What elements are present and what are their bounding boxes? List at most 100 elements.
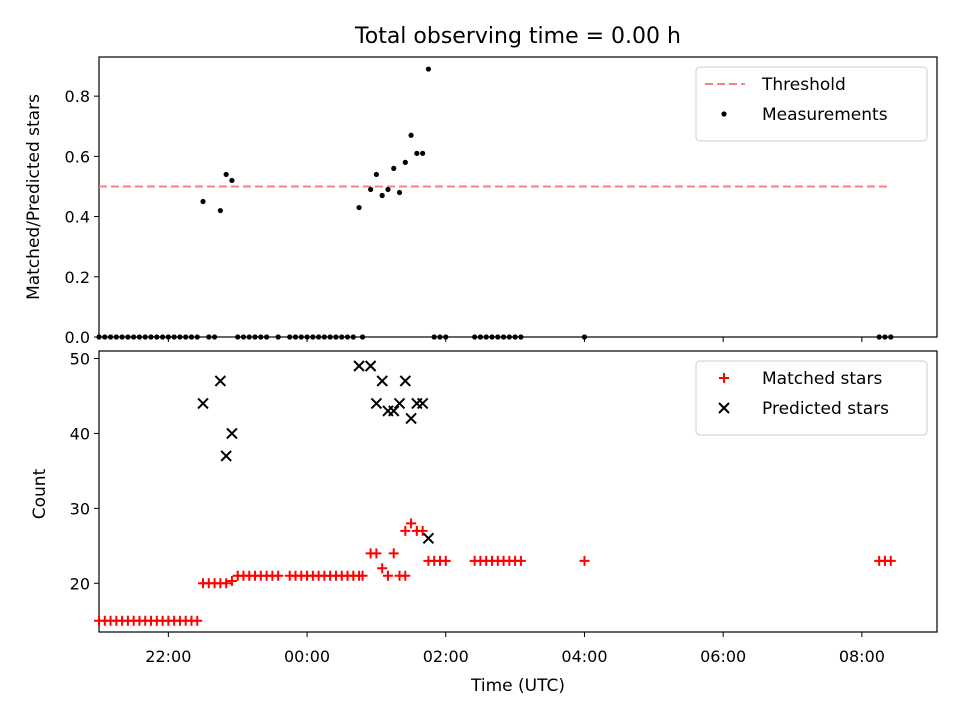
legend-swatch [719,373,729,383]
data-point [396,189,403,196]
y-tick-label: 0.0 [65,328,90,347]
data-point [399,375,412,387]
data-point [512,334,518,340]
data-point [292,334,299,340]
data-point [221,578,232,589]
y-axis-label: Count [30,468,50,519]
data-point [229,177,235,184]
data-point [420,150,426,156]
chart-title: Total observing time = 0.00 h [354,24,681,49]
data-point [425,66,432,72]
data-point [275,334,281,340]
data-point [119,334,125,340]
data-point [402,159,408,165]
count-plot-area: 20 30 40 50 22:00 00:00 02:00 04:00 06:00 08:00 Ma… [70,349,938,666]
y-tick-label: 0.2 [65,268,90,287]
data-point [226,576,237,587]
data-point [356,204,362,211]
x-tick-label: 02:00 [423,647,469,666]
data-point [388,548,399,559]
data-point [382,570,393,581]
data-point [440,555,451,566]
legend-label: Matched stars [762,369,882,389]
data-point [107,334,114,340]
data-point [443,334,449,340]
axes-frame [98,56,938,338]
data-point [388,405,400,417]
data-point [321,334,327,340]
data-point [579,555,590,566]
data-point [333,334,339,340]
x-tick-label: 06:00 [700,647,746,666]
y-tick-label: 0.4 [65,208,90,227]
data-point [368,186,374,193]
data-point [437,334,443,340]
data-point [258,334,264,340]
data-point [406,518,417,529]
data-point [495,334,501,340]
data-point [226,427,238,440]
data-point [214,375,227,387]
legend-box [695,66,928,142]
data-point [359,334,366,340]
data-point [102,334,108,340]
data-point [310,334,316,340]
data-point [131,334,137,340]
legend: Threshold Measurements [695,66,928,142]
data-point [177,334,183,340]
data-point [200,198,206,205]
data-point [136,334,143,340]
data-point [125,334,131,340]
data-point [273,570,284,581]
legend-label: Measurements [762,105,888,125]
data-point [339,334,345,340]
data-point [264,334,270,340]
x-tick-label: 00:00 [284,647,330,666]
data-point [422,532,435,545]
data-point [500,334,507,340]
ratio-panel: Total observing time = 0.00 h Matched/Pr… [24,24,938,347]
data-point [316,334,322,340]
legend: Matched stars Predicted stars [695,360,928,436]
data-point [405,412,417,425]
legend-box [695,360,928,436]
data-point [148,334,154,340]
x-axis-label: Time (UTC) [470,676,565,696]
data-point [350,334,356,340]
x-tick-label: 04:00 [561,647,607,666]
data-point [376,375,388,387]
data-point [252,334,258,340]
data-point [371,548,382,559]
data-point [518,334,524,340]
y-tick-label: 50 [70,349,90,368]
data-point [483,334,489,340]
data-point [183,334,189,340]
legend-swatch [718,402,730,414]
data-point [882,334,888,340]
data-point [240,334,247,340]
y-tick-label: 30 [70,499,90,518]
y-tick-label: 20 [70,574,90,593]
data-point [581,334,588,340]
data-point [304,334,310,340]
data-point [431,334,437,340]
data-point [206,334,212,340]
data-point [370,397,383,410]
ratio-plot-area: 0.0 0.2 0.4 0.6 0.8 Threshold Measurements [65,56,938,347]
x-tick-label: 22:00 [145,647,191,666]
legend-swatch [721,111,727,117]
data-point [506,334,512,340]
data-point [113,334,119,340]
data-point [194,334,200,340]
data-point [142,334,148,340]
data-point [298,334,304,340]
data-point [223,171,229,178]
data-point [220,450,232,462]
data-point [515,555,526,566]
data-point [327,334,333,340]
data-point [373,171,380,178]
data-point [377,563,388,574]
data-point [171,334,177,340]
data-point [188,334,195,340]
